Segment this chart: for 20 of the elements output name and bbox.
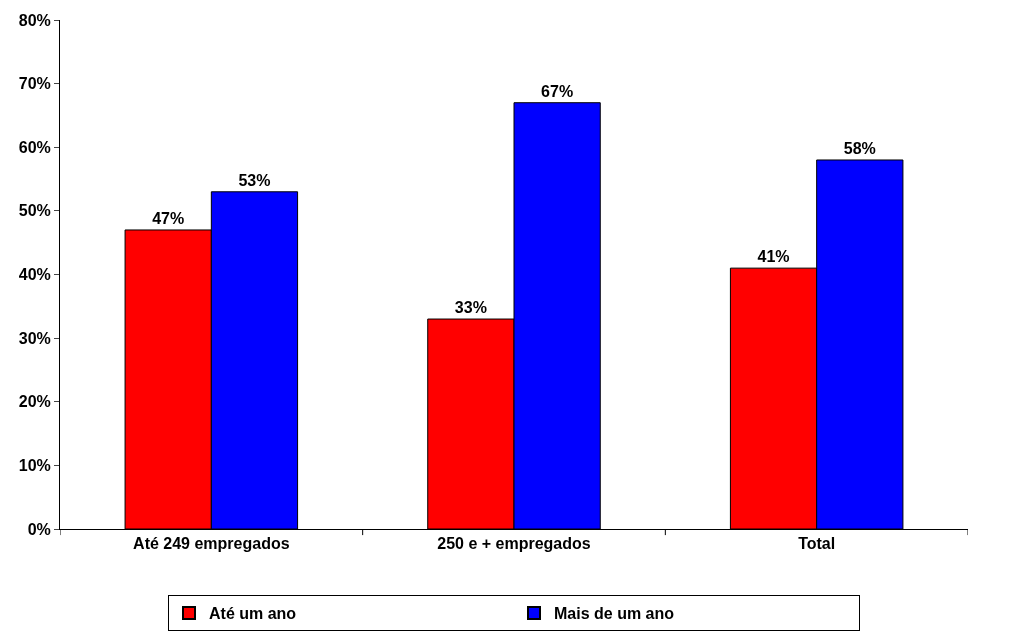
y-tick-label: 30% bbox=[18, 329, 51, 347]
y-tick-label: 50% bbox=[18, 202, 51, 220]
y-tick-label: 10% bbox=[18, 456, 51, 474]
data-label: 53% bbox=[238, 171, 271, 189]
legend-label: Mais de um ano bbox=[554, 605, 675, 623]
y-tick-label: 20% bbox=[18, 393, 51, 411]
data-label: 67% bbox=[541, 82, 574, 100]
y-tick-label: 70% bbox=[18, 75, 51, 93]
data-label: 58% bbox=[843, 139, 876, 157]
y-tick-label: 40% bbox=[18, 266, 51, 284]
data-label: 41% bbox=[757, 248, 790, 266]
legend-label: Até um ano bbox=[209, 605, 297, 623]
y-tick-label: 0% bbox=[27, 520, 51, 538]
y-tick-label: 80% bbox=[18, 11, 51, 29]
y-tick-label: 60% bbox=[18, 138, 51, 156]
x-tick-label: 250 e + empregados bbox=[437, 535, 591, 553]
x-tick-label: Total bbox=[798, 535, 836, 553]
data-label: 47% bbox=[152, 209, 185, 227]
x-tick-label: Até 249 empregados bbox=[133, 535, 290, 553]
data-label: 33% bbox=[454, 299, 487, 317]
